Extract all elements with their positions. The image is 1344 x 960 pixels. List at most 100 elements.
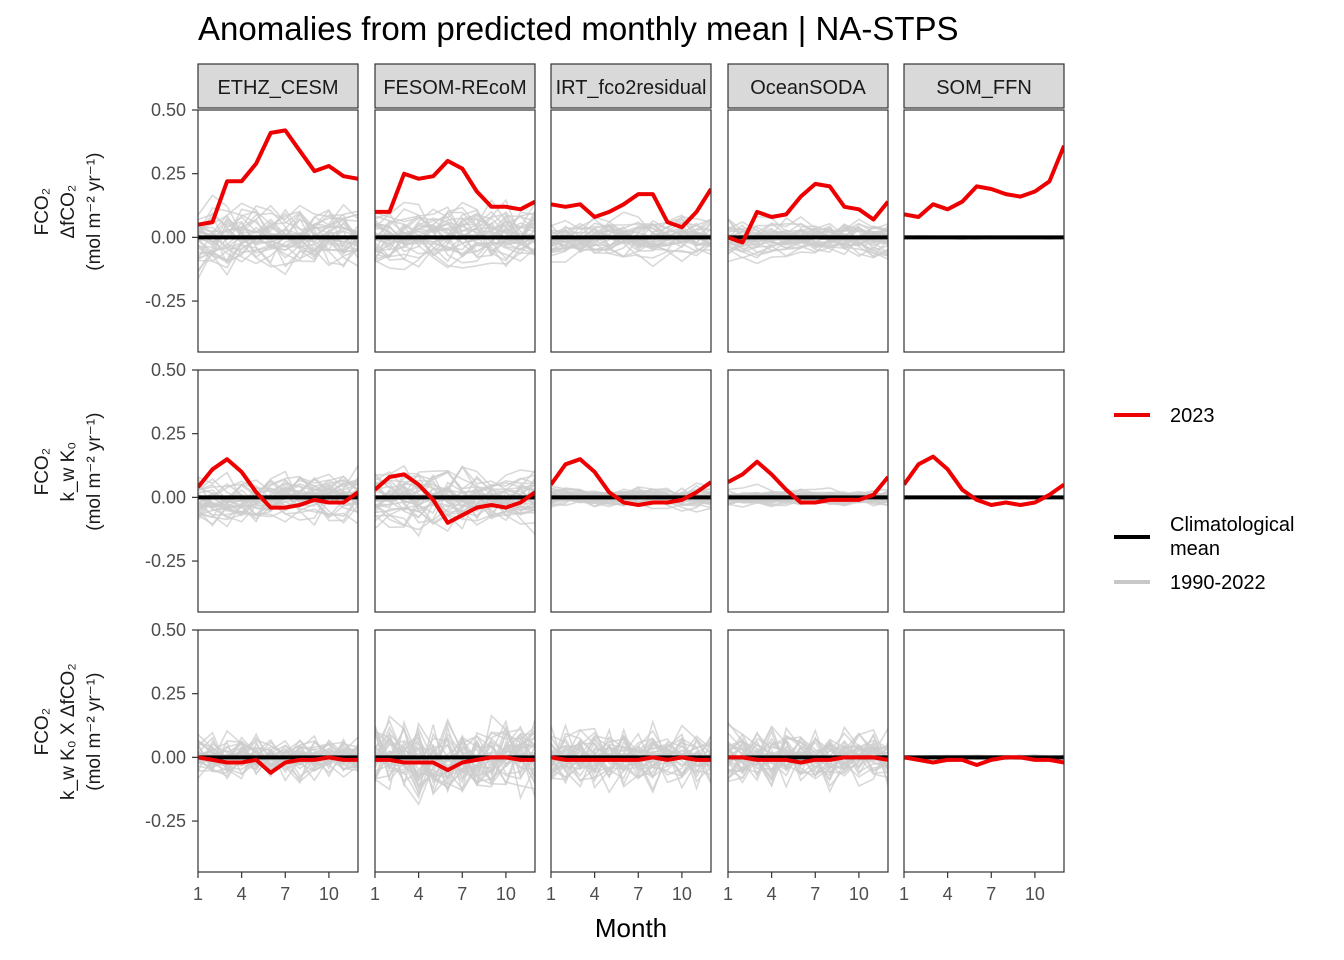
series-line-2023 — [728, 459, 888, 505]
x-tick-label: 4 — [943, 884, 953, 904]
panel-border — [374, 629, 536, 873]
x-tick-label: 1 — [546, 884, 556, 904]
facet-strip-bg — [374, 63, 536, 109]
series-line-2023 — [375, 472, 535, 525]
panel-border — [550, 629, 712, 873]
facet-strip: ETHZ_CESM — [197, 63, 359, 109]
series-line-background-year — [375, 198, 535, 261]
series-line-background-year — [551, 223, 711, 253]
series-line-background-year — [551, 731, 711, 790]
panel-background — [904, 110, 1064, 352]
facet-strip: SOM_FFN — [903, 63, 1065, 109]
y-axis-title: FCO₂ — [32, 448, 53, 495]
facet-panel — [197, 109, 359, 353]
y-tick-label: -0.25 — [145, 811, 186, 831]
series-line-background-year — [375, 224, 535, 269]
panel-border — [727, 629, 889, 873]
series-line-background-year — [375, 218, 535, 253]
series-line-2023 — [904, 755, 1064, 767]
series-line-background-year — [198, 212, 358, 269]
facet-panel — [374, 369, 536, 613]
y-tick-label: 0.50 — [151, 100, 186, 120]
x-tick-label: 1 — [193, 884, 203, 904]
legend-label-2023: 2023 — [1170, 405, 1215, 427]
series-line-background-year — [198, 486, 358, 514]
y-axis-title: ΔfCO₂ — [58, 185, 79, 239]
series-line-background-year — [198, 212, 358, 265]
series-line-background-year — [375, 206, 535, 259]
facet-strip-label: SOM_FFN — [936, 77, 1032, 99]
facet-panel — [903, 109, 1065, 353]
series-line-2023 — [198, 457, 358, 510]
facet-panel — [903, 629, 1065, 873]
y-tick-label: 0.00 — [151, 747, 186, 767]
series-line-background-year — [375, 745, 535, 785]
panel-border — [374, 369, 536, 613]
facet-panel — [727, 369, 889, 613]
series-line-background-year — [728, 488, 888, 502]
y-tick-label: -0.25 — [145, 291, 186, 311]
chart-title: Anomalies from predicted monthly mean | … — [198, 10, 959, 47]
facet-strip-bg — [197, 63, 359, 109]
series-line-background-year — [375, 729, 535, 796]
facet-panel — [727, 109, 889, 353]
series-line-2023 — [728, 755, 888, 765]
series-line-background-year — [551, 735, 711, 783]
series-line-background-year — [375, 212, 535, 239]
panel-border — [727, 369, 889, 613]
y-axis-title: k_w K₀ — [58, 442, 79, 502]
facet-panel — [374, 109, 536, 353]
series-line-background-year — [375, 212, 535, 234]
facet-panel — [374, 629, 536, 873]
y-tick-label: 0.50 — [151, 620, 186, 640]
x-tick-label: 10 — [849, 884, 869, 904]
x-tick-label: 7 — [633, 884, 643, 904]
series-line-background-year — [375, 488, 535, 527]
x-tick-label: 10 — [1025, 884, 1045, 904]
y-axis-title: FCO₂ — [32, 708, 53, 755]
series-line-2023 — [551, 187, 711, 230]
x-tick-label: 10 — [672, 884, 692, 904]
series-line-background-year — [728, 741, 888, 788]
series-line-background-year — [198, 739, 358, 781]
series-line-background-year — [375, 474, 535, 529]
panel-border — [197, 369, 359, 613]
facet-panel — [550, 369, 712, 613]
y-axis-title: k_w K₀ X ΔfCO₂ — [58, 663, 79, 800]
series-line-2023 — [198, 128, 358, 227]
x-tick-label: 4 — [237, 884, 247, 904]
series-line-background-year — [551, 233, 711, 253]
series-line-background-year — [551, 743, 711, 784]
y-axis-title: (mol m⁻² yr⁻¹) — [84, 413, 105, 531]
facet-strip: OceanSODA — [727, 63, 889, 109]
facet-strip-bg — [550, 63, 712, 109]
series-line-background-year — [198, 204, 358, 254]
facet-strip-label: OceanSODA — [750, 77, 866, 99]
x-tick-label: 7 — [986, 884, 996, 904]
x-tick-label: 1 — [899, 884, 909, 904]
x-tick-label: 10 — [496, 884, 516, 904]
series-line-2023 — [551, 457, 711, 507]
series-line-background-year — [551, 728, 711, 770]
y-tick-label: 0.00 — [151, 227, 186, 247]
y-tick-label: 0.00 — [151, 487, 186, 507]
series-line-2023 — [904, 454, 1064, 507]
x-tick-label: 7 — [457, 884, 467, 904]
facet-panel — [197, 629, 359, 873]
series-line-background-year — [728, 741, 888, 770]
facet-strip-label: IRT_fco2residual — [556, 77, 707, 99]
x-tick-label: 1 — [723, 884, 733, 904]
y-axis-title: (mol m⁻² yr⁻¹) — [84, 673, 105, 791]
facet-panel — [903, 369, 1065, 613]
facet-strip-label: ETHZ_CESM — [217, 77, 338, 99]
series-line-background-year — [375, 729, 535, 790]
legend-label-background: 1990-2022 — [1170, 572, 1266, 594]
panel-border — [727, 109, 889, 353]
series-line-2023 — [375, 755, 535, 773]
series-line-background-year — [728, 215, 888, 237]
legend-label-climatological-line2: mean — [1170, 538, 1220, 560]
x-tick-label: 4 — [590, 884, 600, 904]
y-axis-title: FCO₂ — [32, 188, 53, 235]
x-tick-label: 7 — [810, 884, 820, 904]
x-tick-label: 7 — [280, 884, 290, 904]
